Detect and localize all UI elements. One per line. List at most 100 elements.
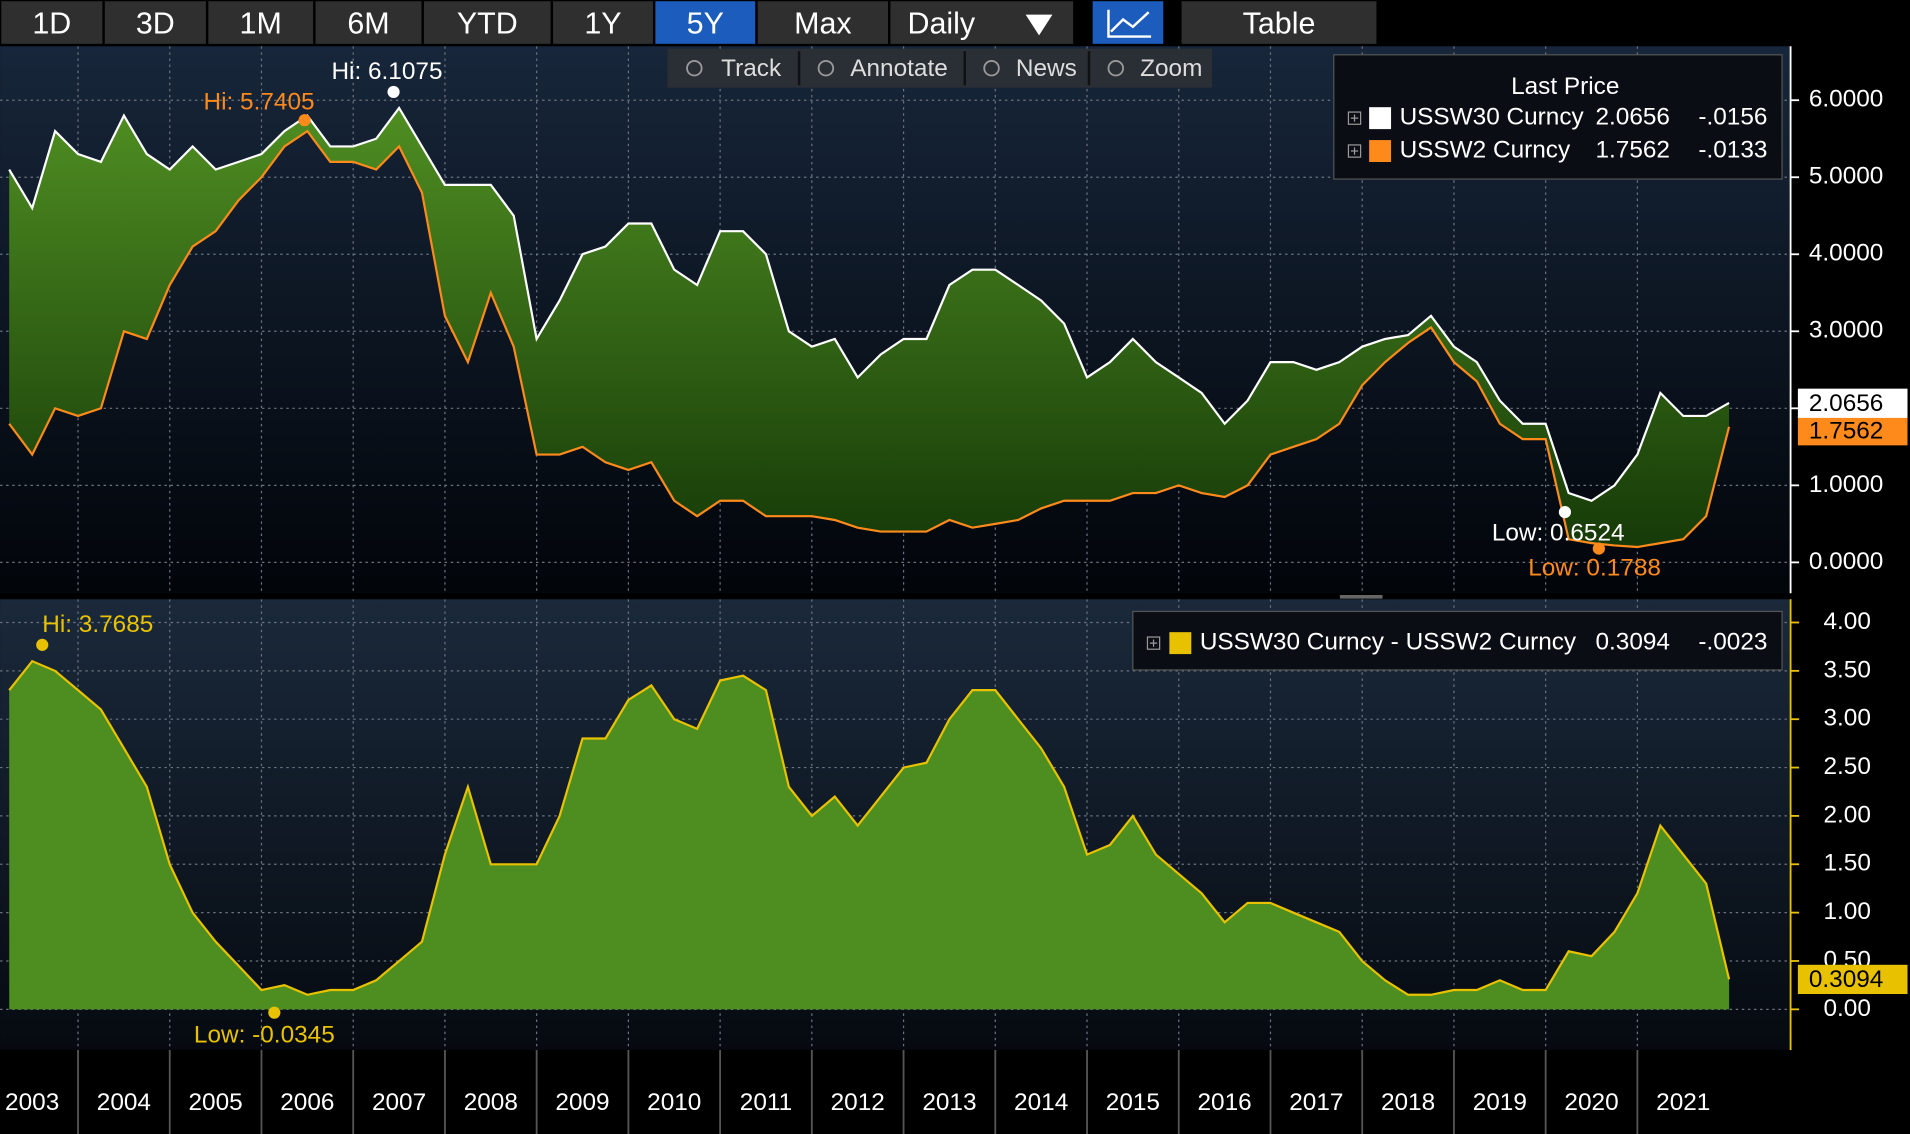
range-button[interactable] (1, 1, 103, 44)
area-fill (9, 661, 1730, 1010)
table-button[interactable] (1181, 1, 1377, 44)
chart-icon (1107, 9, 1152, 38)
legend-name: USSW30 Curncy (1400, 104, 1585, 131)
y-tick-label: 5.0000 (1809, 163, 1884, 190)
tool-icon (983, 59, 1000, 77)
range-button[interactable] (553, 1, 653, 44)
tool-icon (817, 59, 835, 77)
range-button-label[interactable]: 1D (32, 7, 71, 41)
y-tick-label: 4.0000 (1809, 240, 1884, 267)
y-tick-label: 3.50 (1823, 656, 1870, 683)
frequency-label[interactable]: Daily (907, 7, 975, 41)
x-tick-label: 2015 (1106, 1089, 1160, 1116)
range-button[interactable] (655, 1, 756, 44)
extreme-point (36, 638, 49, 651)
extreme-label: Low: 0.6524 (1492, 519, 1625, 546)
y-tick-label: 1.50 (1823, 850, 1870, 877)
fill-between (9, 107, 1730, 548)
top-plot (0, 46, 1791, 594)
y-tick-label: 3.00 (1823, 705, 1870, 732)
legend-box (1132, 610, 1783, 671)
extreme-point (1592, 542, 1605, 555)
y-tick-label: 1.0000 (1809, 471, 1884, 498)
y-tick-label: 2.50 (1823, 753, 1870, 780)
tool-label[interactable]: Zoom (1140, 55, 1202, 82)
range-button-label[interactable]: 3D (136, 7, 175, 41)
extreme-point (268, 1006, 281, 1019)
x-tick-label: 2021 (1656, 1089, 1710, 1116)
range-button-label[interactable]: Max (794, 7, 852, 41)
legend-change: -.0133 (1698, 136, 1767, 163)
x-tick-label: 2005 (189, 1089, 243, 1116)
x-tick-label: 2010 (647, 1089, 701, 1116)
range-button-label[interactable]: YTD (457, 7, 518, 41)
x-tick-label: 2019 (1473, 1089, 1527, 1116)
legend-last: 2.0656 (1595, 104, 1670, 131)
range-button[interactable] (423, 1, 551, 44)
x-tick-label: 2013 (922, 1089, 976, 1116)
x-tick-label: 2006 (280, 1089, 334, 1116)
y-tick-label: 1.00 (1823, 898, 1870, 925)
legend-last: 1.7562 (1595, 136, 1670, 163)
range-button-label[interactable]: 5Y (687, 7, 724, 41)
x-tick-label: 2020 (1564, 1089, 1618, 1116)
x-tick-label: 2018 (1381, 1089, 1435, 1116)
x-tick-label: 2014 (1014, 1089, 1068, 1116)
x-tick-label: 2007 (372, 1089, 426, 1116)
extreme-point (298, 114, 311, 127)
y-tick-label: 0.00 (1823, 995, 1870, 1022)
x-axis-band (0, 1049, 1791, 1134)
dropdown-arrow (1025, 14, 1053, 36)
x-tick-label: 2011 (740, 1089, 792, 1116)
last-price-label: 2.0656 (1809, 390, 1884, 417)
range-button-label[interactable]: 1M (240, 7, 282, 41)
x-tick-label: 2012 (831, 1089, 885, 1116)
legend-last: 0.3094 (1595, 629, 1670, 656)
legend-title: Last Price (1511, 73, 1619, 100)
expand-icon (1146, 636, 1161, 650)
tool-label[interactable]: Annotate (850, 55, 948, 82)
extreme-label: Low: 0.1788 (1528, 555, 1661, 582)
tool-label[interactable]: News (1016, 55, 1077, 82)
x-tick-label: 2009 (555, 1089, 609, 1116)
legend-name: USSW30 Curncy - USSW2 Curncy (1200, 629, 1577, 656)
extreme-point (1558, 506, 1572, 519)
last-price-label: 1.7562 (1809, 417, 1884, 444)
range-button[interactable] (757, 1, 889, 44)
tool-icon (1107, 59, 1125, 77)
area-line (8, 659, 1731, 996)
range-button[interactable] (315, 1, 422, 44)
tool-label[interactable]: Track (721, 55, 782, 82)
range-button[interactable] (208, 1, 314, 44)
y-tick-label: 3.0000 (1809, 317, 1884, 344)
legend-name: USSW2 Curncy (1400, 136, 1571, 163)
range-button[interactable] (104, 1, 206, 44)
range-button-label[interactable]: 6M (347, 7, 389, 41)
y-tick-label: 2.00 (1823, 801, 1870, 828)
y-tick-label: 6.0000 (1809, 86, 1884, 113)
extreme-label: Hi: 6.1075 (331, 58, 442, 85)
extreme-label: Hi: 3.7685 (42, 611, 153, 638)
series-line (8, 129, 1731, 549)
expand-icon (1347, 111, 1362, 125)
range-button-label[interactable]: 1Y (584, 7, 621, 41)
legend-box (1333, 54, 1783, 180)
x-tick-label: 2004 (97, 1089, 151, 1116)
tools-bar (667, 48, 1213, 88)
tool-icon (686, 59, 703, 77)
extreme-label: Low: -0.0345 (194, 1021, 335, 1048)
last-price-box (1797, 964, 1908, 995)
x-tick-label: 2017 (1289, 1089, 1343, 1116)
extreme-label: Hi: 5.7405 (203, 89, 314, 116)
expand-plus (1350, 147, 1359, 155)
expand-icon (1347, 144, 1362, 158)
expand-plus (1350, 114, 1359, 122)
last-price-box (1797, 388, 1908, 418)
legend-change: -.0156 (1698, 104, 1767, 131)
table-label[interactable]: Table (1243, 7, 1316, 41)
legend-swatch (1369, 107, 1392, 130)
y-tick-label: 0.0000 (1809, 548, 1884, 575)
